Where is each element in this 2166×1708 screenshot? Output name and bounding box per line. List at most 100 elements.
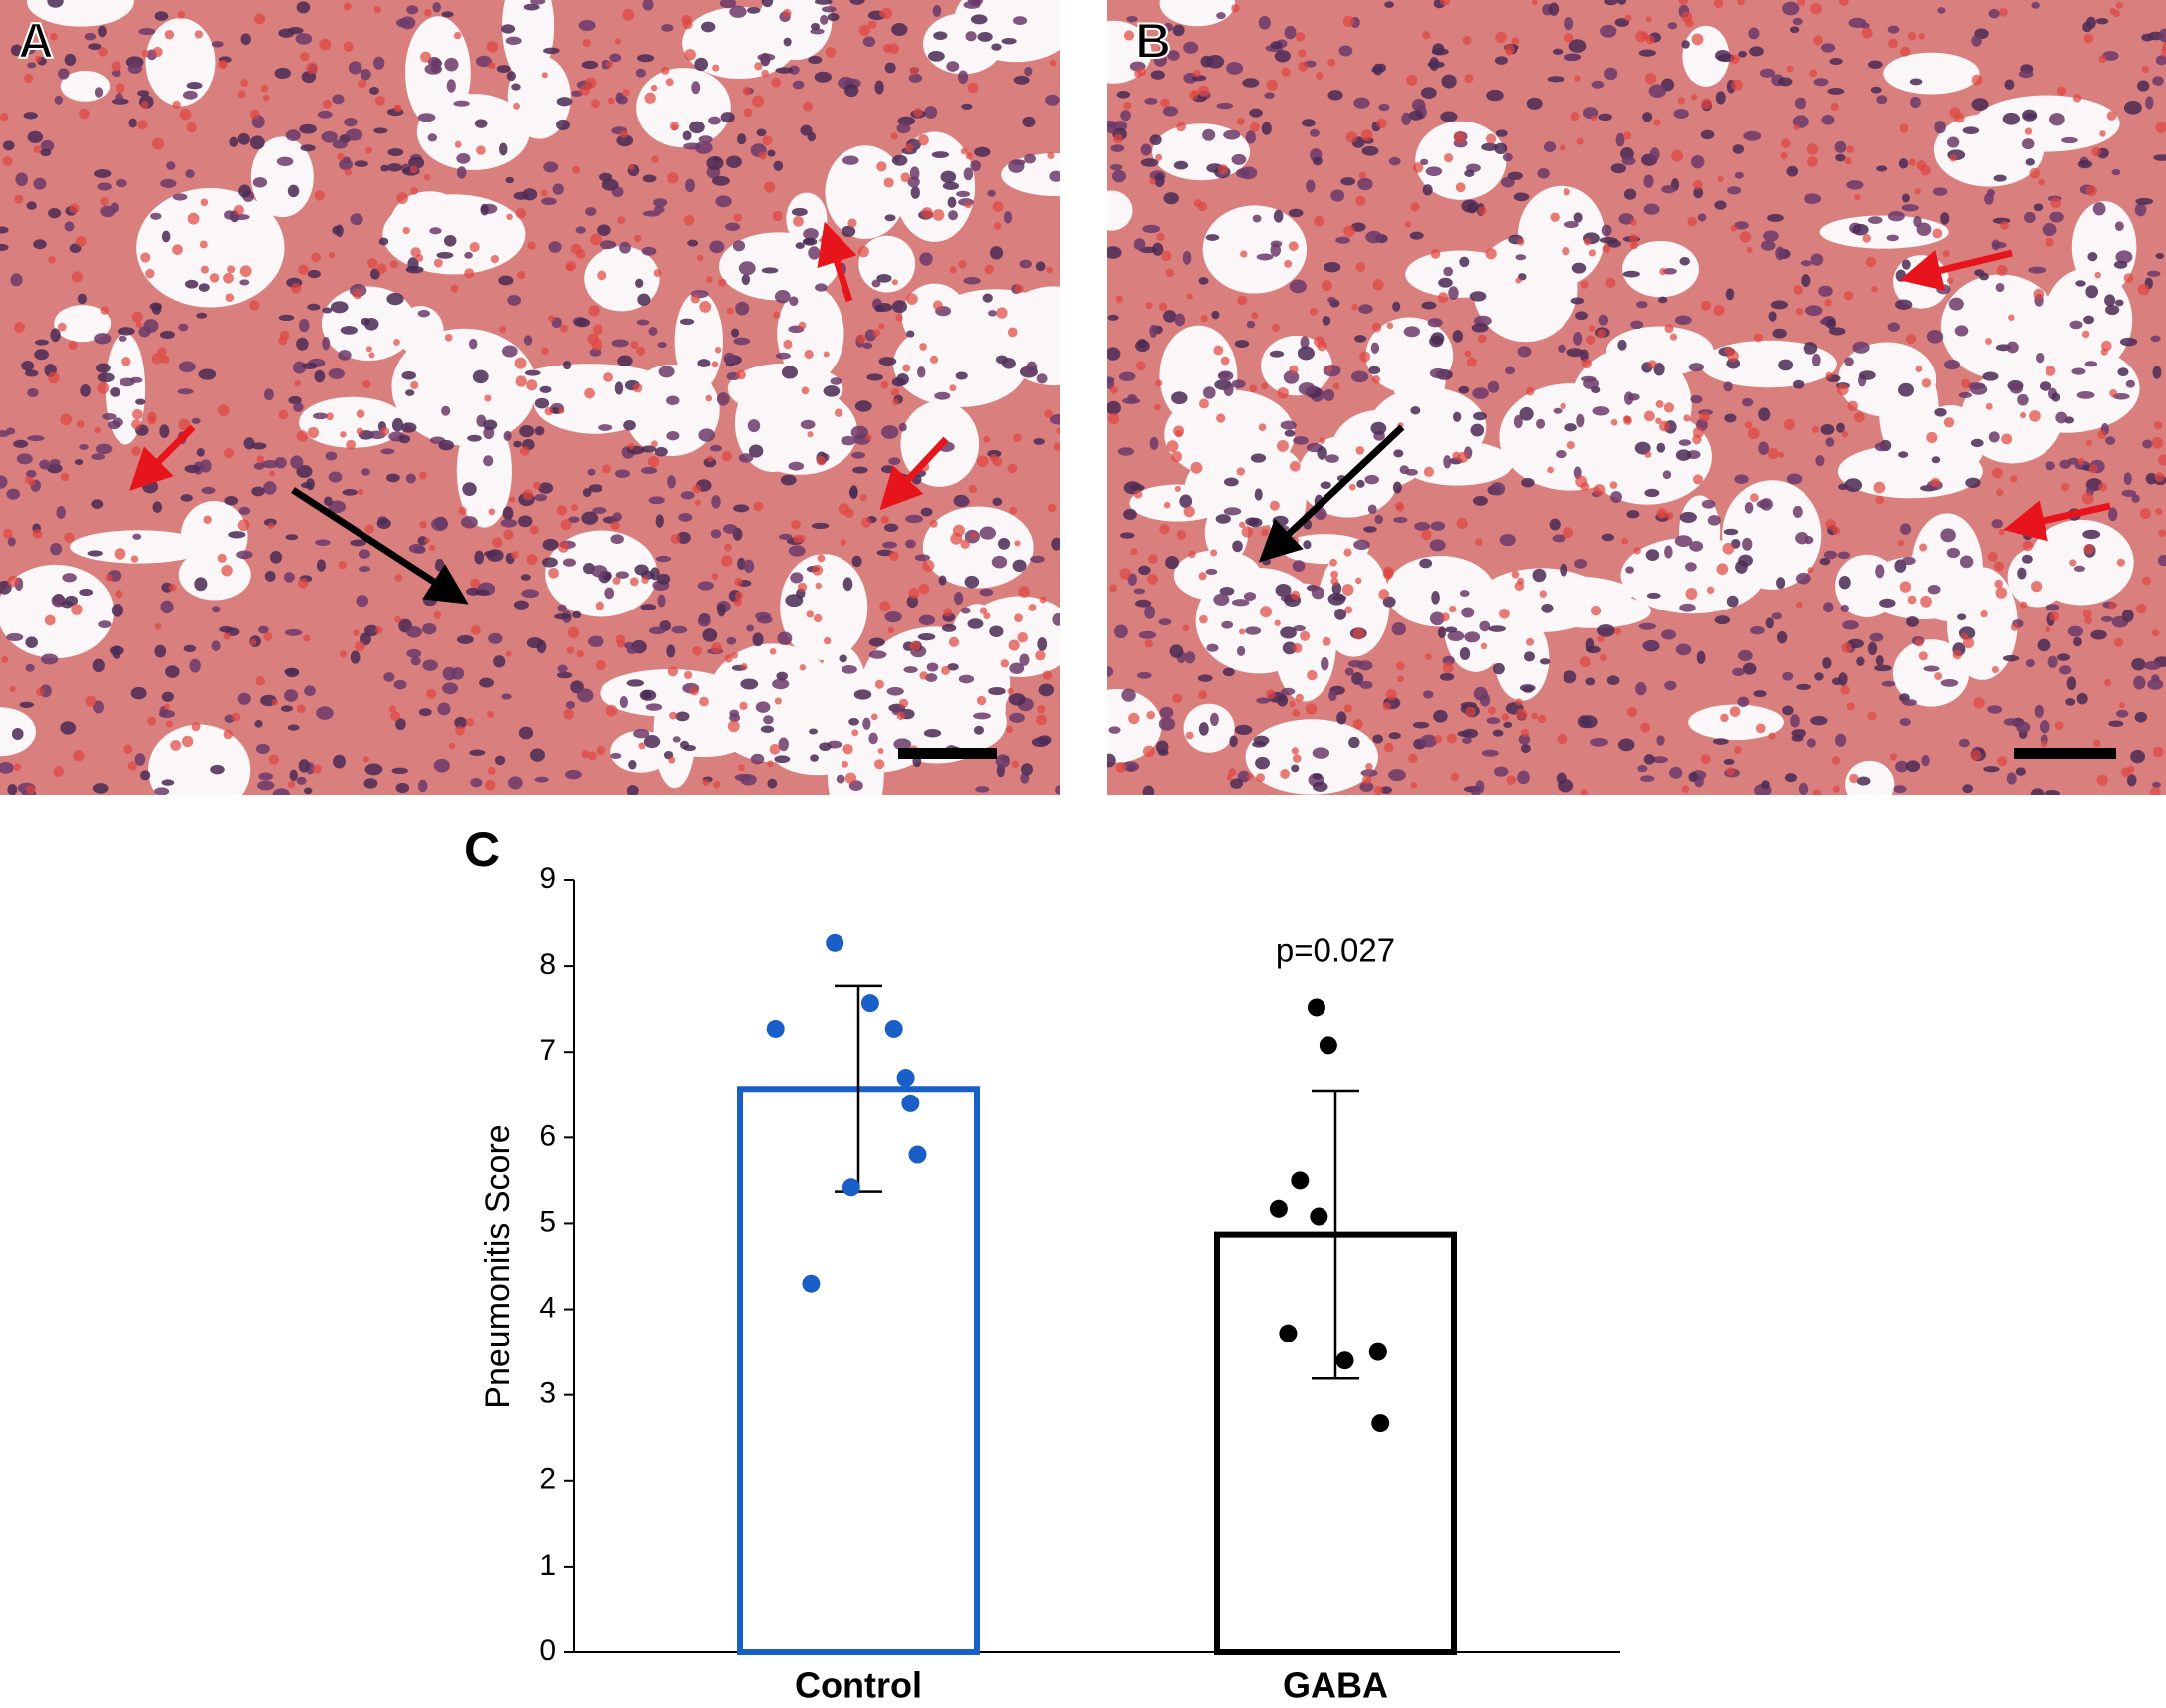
nucleus [1696, 650, 1706, 664]
nucleus [1419, 558, 1433, 569]
cell [943, 608, 953, 617]
nucleus [1819, 558, 1831, 566]
nucleus [1293, 436, 1309, 445]
nucleus [1459, 646, 1471, 661]
nucleus [1786, 165, 1799, 177]
nucleus [776, 671, 788, 681]
cell [1107, 412, 1120, 425]
nucleus [2018, 70, 2034, 79]
cell [606, 60, 614, 68]
nucleus [1763, 230, 1779, 242]
cell [2139, 507, 2152, 520]
cell [628, 443, 635, 450]
nucleus [111, 69, 121, 78]
cell [1226, 774, 1233, 781]
nucleus [289, 769, 298, 782]
cell [1382, 701, 1391, 711]
nucleus [619, 241, 631, 254]
nucleus [848, 487, 858, 499]
cell [1292, 643, 1303, 653]
nucleus [161, 691, 174, 702]
cell [801, 386, 810, 395]
cell [1700, 300, 1712, 311]
nucleus [1036, 373, 1048, 384]
nucleus [1363, 526, 1377, 533]
cell [508, 496, 515, 503]
nucleus [398, 434, 411, 444]
nucleus [350, 539, 367, 547]
nucleus [1515, 254, 1527, 261]
nucleus [502, 506, 514, 521]
cell [1812, 789, 1822, 795]
cell [1355, 446, 1365, 455]
cell [595, 601, 604, 610]
nucleus [1777, 77, 1793, 87]
nucleus [432, 2, 442, 13]
cell [739, 701, 748, 711]
nucleus [2076, 390, 2095, 399]
cell [34, 55, 42, 63]
cell [249, 638, 257, 646]
nucleus [2003, 718, 2018, 726]
nucleus [1563, 670, 1577, 684]
cell [178, 418, 191, 431]
nucleus [177, 388, 194, 395]
cell [802, 101, 814, 112]
nucleus [210, 764, 225, 775]
cell [1501, 713, 1510, 721]
nucleus [1726, 358, 1741, 369]
cell [1176, 122, 1186, 132]
nucleus [1887, 25, 1900, 34]
cell [2008, 314, 2015, 322]
cell [76, 420, 85, 428]
nucleus [1988, 431, 2000, 443]
nucleus [1886, 234, 1899, 242]
nucleus [2039, 381, 2052, 391]
nucleus [1679, 603, 1696, 612]
nucleus [433, 758, 450, 773]
tissue-texture [0, 0, 1060, 795]
nucleus [339, 158, 354, 171]
cell [1165, 268, 1175, 278]
cell [426, 688, 437, 699]
nucleus [757, 53, 776, 62]
nucleus [780, 474, 797, 486]
nucleus [1221, 620, 1234, 629]
nucleus [1875, 564, 1885, 579]
cell [1899, 46, 1911, 57]
cell [1158, 302, 1168, 312]
airspace [1159, 0, 1236, 27]
cell [1421, 529, 1432, 541]
cell [1768, 732, 1776, 740]
cell [1408, 753, 1418, 764]
cell [1583, 237, 1592, 246]
cell [1875, 495, 1885, 505]
cell [560, 324, 568, 333]
nucleus [1317, 446, 1327, 460]
nucleus [468, 338, 478, 350]
arrow [879, 436, 949, 511]
nucleus [387, 148, 404, 157]
nucleus [1804, 193, 1822, 204]
airspace [180, 501, 248, 573]
nucleus [301, 362, 318, 369]
nucleus [1823, 602, 1834, 613]
nucleus [1107, 753, 1116, 768]
nucleus [880, 465, 896, 474]
cell [1228, 768, 1237, 777]
cell [774, 697, 782, 705]
nucleus [609, 53, 622, 63]
cell [2103, 679, 2112, 687]
nucleus [263, 388, 274, 401]
nucleus [154, 11, 169, 21]
cell [1926, 431, 1938, 444]
cell [891, 279, 898, 286]
nucleus [1664, 680, 1677, 691]
cell [140, 101, 149, 110]
nucleus [263, 481, 277, 495]
cell [2001, 433, 2013, 445]
cell [410, 380, 419, 390]
cell [114, 548, 126, 560]
cell [1237, 295, 1248, 306]
cell [983, 435, 991, 443]
